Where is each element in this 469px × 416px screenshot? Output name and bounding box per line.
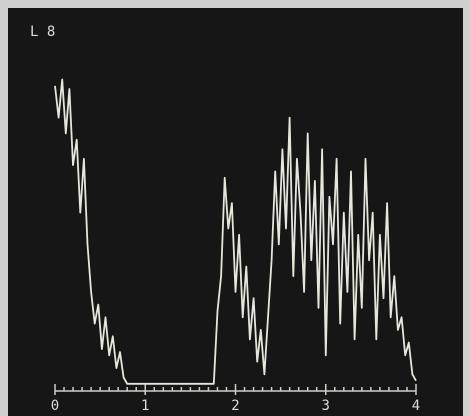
chart-title: L 8 (30, 24, 55, 40)
x-tick-label: 0 (51, 398, 59, 414)
x-tick-label: 2 (231, 398, 239, 414)
x-tick-label: 4 (412, 398, 420, 414)
x-tick-label: 1 (141, 398, 149, 414)
screen (8, 8, 463, 416)
page: L 8 01234 (() => { const data = JSON.par… (0, 0, 469, 416)
chart: L 8 0 1 2 3 4 (0, 0, 469, 416)
x-tick-label: 3 (322, 398, 330, 414)
